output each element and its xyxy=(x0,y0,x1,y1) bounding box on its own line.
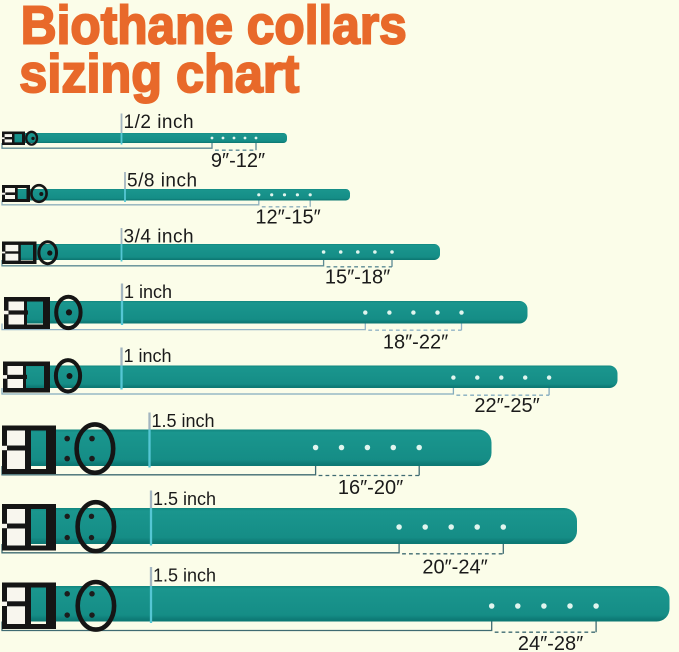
svg-text:15″-18″: 15″-18″ xyxy=(325,266,390,288)
svg-text:1/2 inch: 1/2 inch xyxy=(124,112,195,133)
svg-text:18″-22″: 18″-22″ xyxy=(383,332,448,354)
svg-text:5/8 inch: 5/8 inch xyxy=(127,171,198,192)
svg-text:22″-25″: 22″-25″ xyxy=(474,395,539,417)
svg-text:16″-20″: 16″-20″ xyxy=(338,477,403,499)
svg-text:24″-28″: 24″-28″ xyxy=(518,633,583,652)
svg-text:1.5 inch: 1.5 inch xyxy=(152,411,215,431)
svg-text:Biothane collars: Biothane collars xyxy=(21,0,407,55)
svg-text:sizing chart: sizing chart xyxy=(19,45,299,105)
svg-text:1.5 inch: 1.5 inch xyxy=(153,566,216,586)
svg-text:1.5 inch: 1.5 inch xyxy=(153,489,216,509)
svg-text:9″-12″: 9″-12″ xyxy=(211,150,265,172)
svg-text:12″-15″: 12″-15″ xyxy=(255,207,320,229)
svg-text:20″-24″: 20″-24″ xyxy=(422,557,487,579)
svg-text:1 inch: 1 inch xyxy=(124,282,172,302)
svg-text:1 inch: 1 inch xyxy=(124,346,172,366)
svg-text:3/4 inch: 3/4 inch xyxy=(124,227,195,248)
